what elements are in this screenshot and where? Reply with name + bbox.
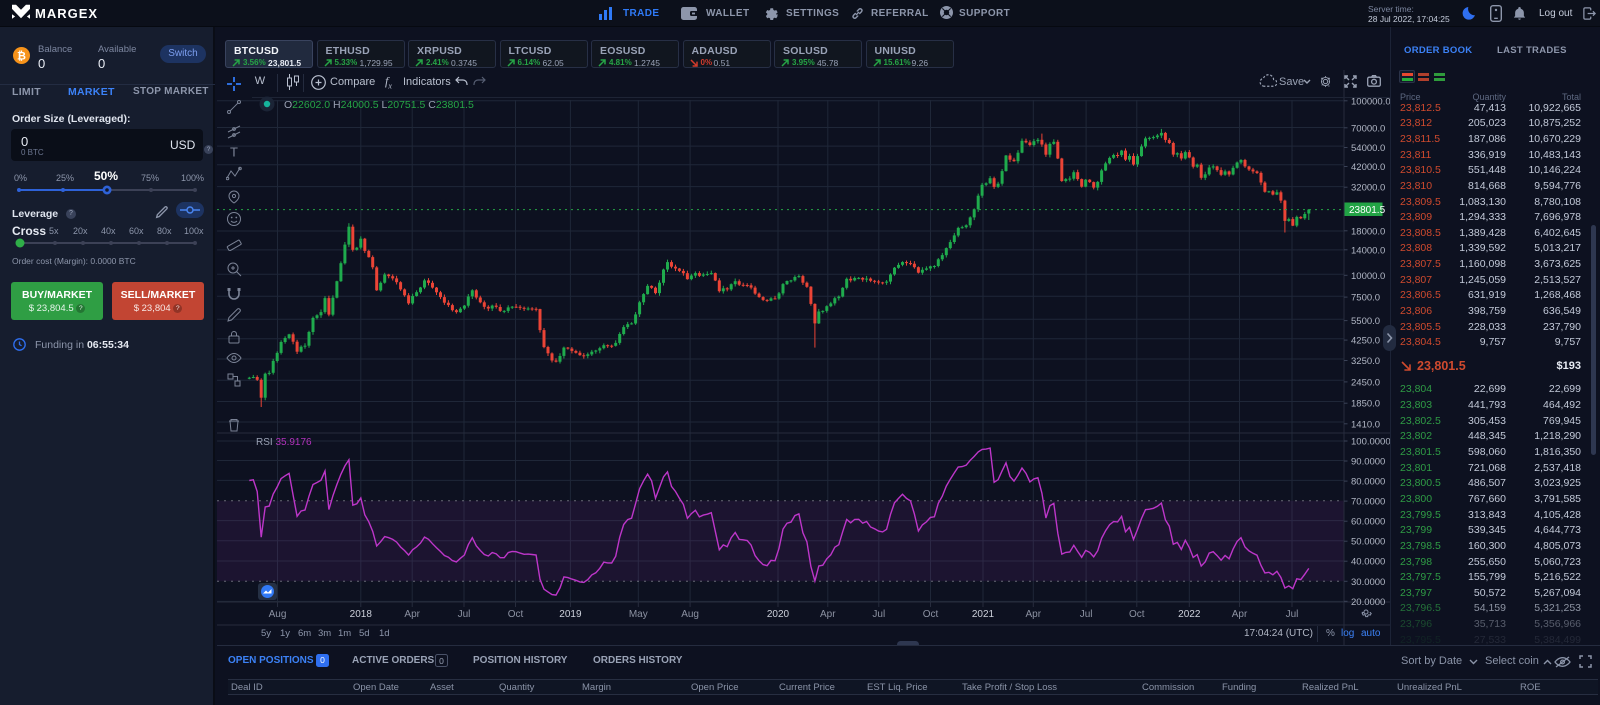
- svg-text:7500.0: 7500.0: [1351, 293, 1380, 304]
- svg-text:3250.0: 3250.0: [1351, 356, 1380, 367]
- svg-text:100.0000: 100.0000: [1351, 437, 1390, 448]
- svg-text:Apr: Apr: [1026, 609, 1042, 620]
- svg-text:Oct: Oct: [508, 609, 524, 620]
- svg-text:1850.0: 1850.0: [1351, 399, 1380, 410]
- svg-text:Jul: Jul: [872, 609, 885, 620]
- svg-text:Aug: Aug: [681, 609, 699, 620]
- svg-text:T: T: [230, 145, 238, 160]
- svg-text:2021: 2021: [972, 609, 995, 620]
- svg-text:70.0000: 70.0000: [1351, 497, 1385, 508]
- svg-text:60.0000: 60.0000: [1351, 517, 1385, 528]
- svg-text:Oct: Oct: [923, 609, 939, 620]
- svg-text:30.0000: 30.0000: [1351, 577, 1385, 588]
- svg-text:Aug: Aug: [269, 609, 287, 620]
- svg-text:32000.0: 32000.0: [1351, 183, 1385, 194]
- svg-text:90.0000: 90.0000: [1351, 457, 1385, 468]
- svg-text:Jul: Jul: [1286, 609, 1299, 620]
- svg-text:50.0000: 50.0000: [1351, 537, 1385, 548]
- svg-text:2450.0: 2450.0: [1351, 377, 1380, 388]
- svg-text:70000.0: 70000.0: [1351, 123, 1385, 134]
- svg-text:42000.0: 42000.0: [1351, 162, 1385, 173]
- svg-text:Apr: Apr: [820, 609, 836, 620]
- svg-text:Oct: Oct: [1129, 609, 1145, 620]
- svg-text:4250.0: 4250.0: [1351, 336, 1380, 347]
- svg-text:1410.0: 1410.0: [1351, 419, 1380, 430]
- svg-text:5500.0: 5500.0: [1351, 316, 1380, 327]
- svg-text:Jul: Jul: [458, 609, 471, 620]
- svg-text:40.0000: 40.0000: [1351, 557, 1385, 568]
- svg-text:18000.0: 18000.0: [1351, 226, 1385, 237]
- svg-text:14000.0: 14000.0: [1351, 245, 1385, 256]
- svg-text:May: May: [629, 609, 648, 620]
- svg-text:100000.0: 100000.0: [1351, 96, 1390, 107]
- svg-text:80.0000: 80.0000: [1351, 477, 1385, 488]
- svg-text:2020: 2020: [767, 609, 790, 620]
- svg-text:Apr: Apr: [1232, 609, 1248, 620]
- svg-text:10000.0: 10000.0: [1351, 271, 1385, 282]
- svg-text:20.0000: 20.0000: [1351, 597, 1385, 608]
- svg-text:23801.5: 23801.5: [1349, 205, 1386, 216]
- svg-text:54000.0: 54000.0: [1351, 143, 1385, 154]
- svg-text:2019: 2019: [559, 609, 582, 620]
- svg-text:2022: 2022: [1178, 609, 1201, 620]
- svg-text:Jul: Jul: [1080, 609, 1093, 620]
- svg-text:Apr: Apr: [404, 609, 420, 620]
- svg-text:2018: 2018: [350, 609, 373, 620]
- svg-text:₿: ₿: [17, 51, 26, 63]
